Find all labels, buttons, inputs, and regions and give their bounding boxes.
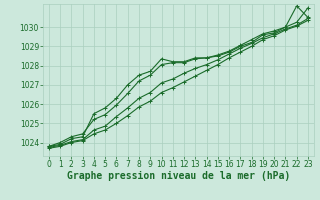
X-axis label: Graphe pression niveau de la mer (hPa): Graphe pression niveau de la mer (hPa) xyxy=(67,171,290,181)
